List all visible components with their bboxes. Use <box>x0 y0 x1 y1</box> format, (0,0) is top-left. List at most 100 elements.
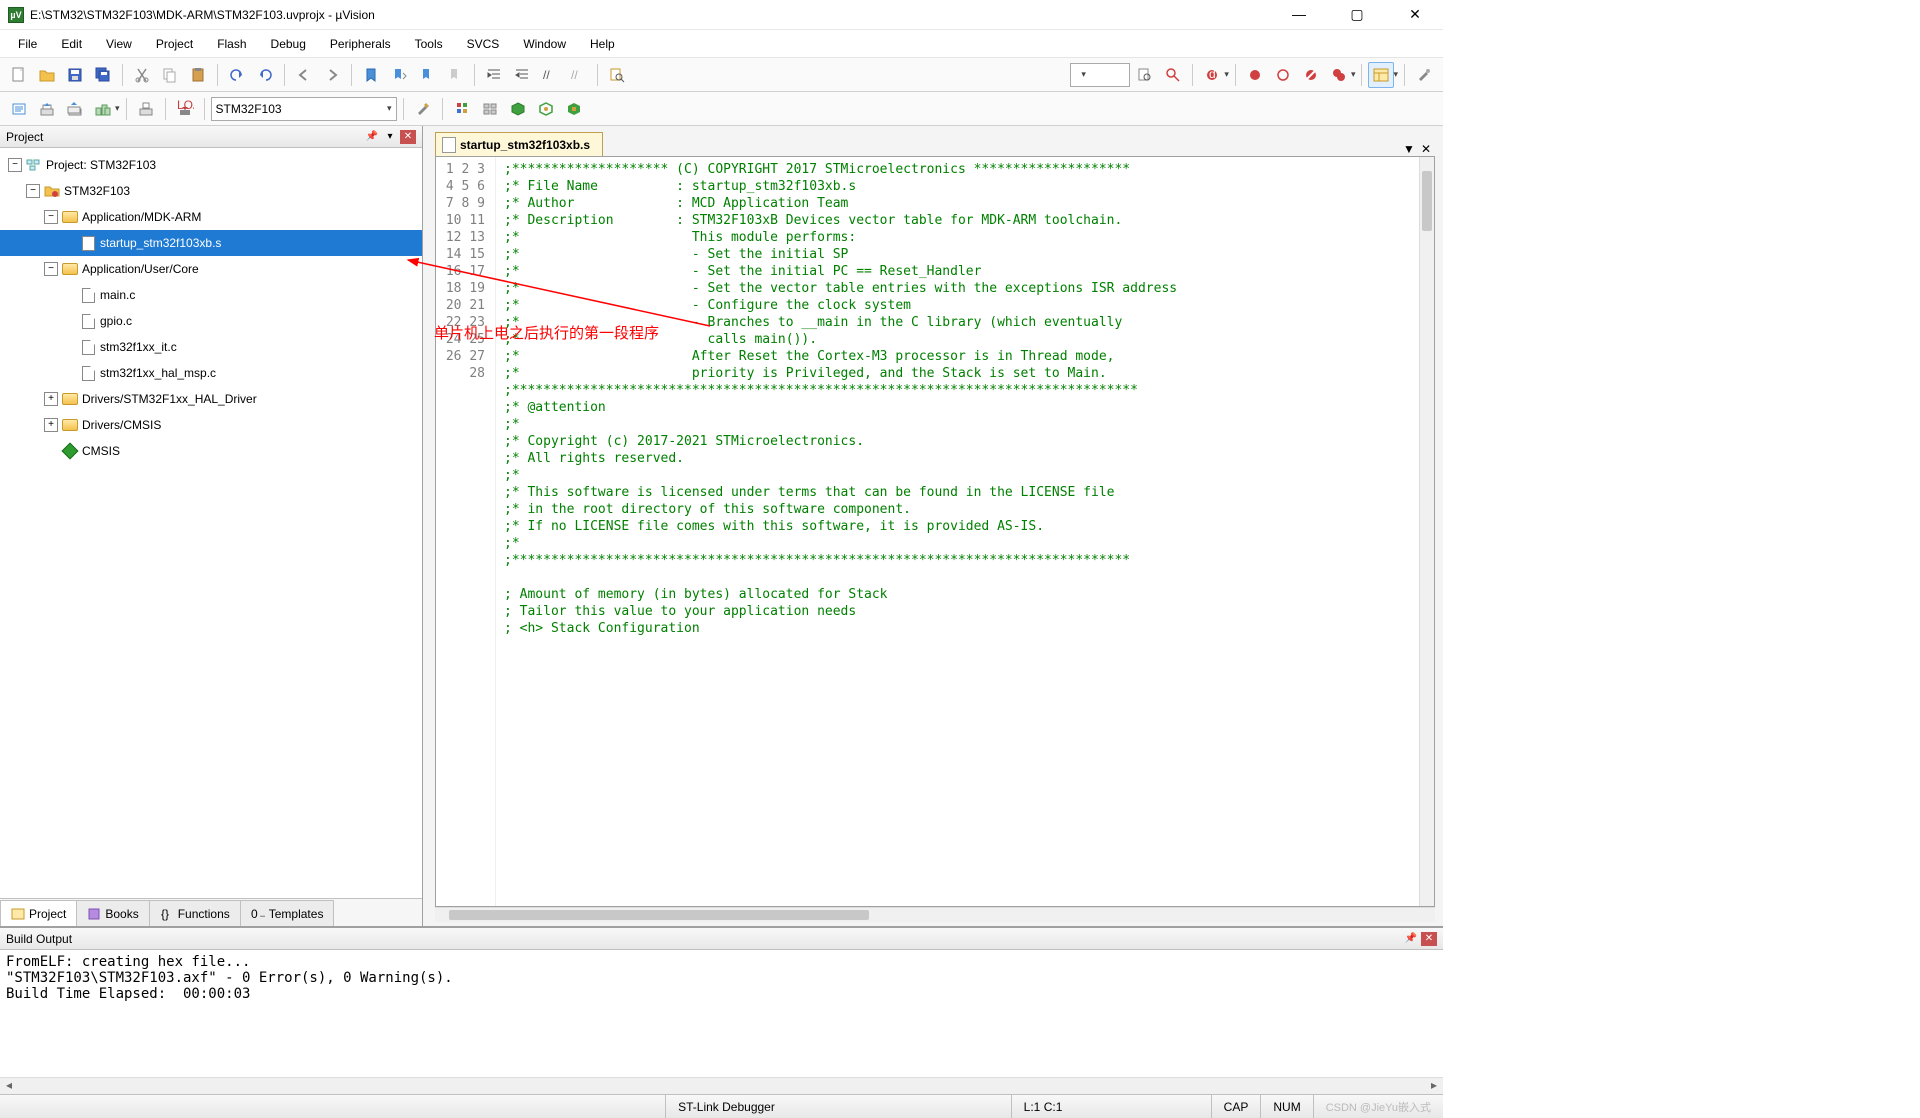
watermark: CSDN @JieYu嵌入式 <box>1313 1095 1443 1118</box>
target-options-icon[interactable] <box>410 96 436 122</box>
project-tree[interactable]: −Project: STM32F103−STM32F103−Applicatio… <box>0 148 422 898</box>
svg-text:{}: {} <box>161 907 169 921</box>
build-output-title: Build Output <box>6 932 72 946</box>
bookmark-clear-icon[interactable] <box>442 62 468 88</box>
menu-debug[interactable]: Debug <box>261 33 316 55</box>
build-close-icon[interactable]: ✕ <box>1421 932 1437 946</box>
file-node[interactable]: stm32f1xx_it.c <box>0 334 422 360</box>
bookmark-next-icon[interactable] <box>414 62 440 88</box>
breakpoint-kill-icon[interactable] <box>1326 62 1352 88</box>
file-node[interactable]: startup_stm32f103xb.s <box>0 230 422 256</box>
status-cursor-pos: L:1 C:1 <box>1011 1095 1211 1118</box>
code-editor[interactable]: 1 2 3 4 5 6 7 8 9 10 11 12 13 14 15 16 1… <box>435 156 1435 907</box>
tab-templates[interactable]: 0→Templates <box>240 900 335 926</box>
save-all-icon[interactable] <box>90 62 116 88</box>
build-output-text[interactable]: FromELF: creating hex file... "STM32F103… <box>0 950 1443 1077</box>
vertical-scrollbar[interactable] <box>1419 157 1434 906</box>
tab-project[interactable]: Project <box>0 900 77 926</box>
find-icon[interactable] <box>1132 62 1158 88</box>
panel-menu-icon[interactable]: ▾ <box>382 130 398 144</box>
menu-file[interactable]: File <box>8 33 47 55</box>
tab-list-icon[interactable]: ▼ <box>1403 142 1415 156</box>
new-file-icon[interactable] <box>6 62 32 88</box>
tab-close-icon[interactable]: ✕ <box>1421 142 1431 156</box>
stop-build-icon[interactable] <box>133 96 159 122</box>
menu-tools[interactable]: Tools <box>405 33 453 55</box>
breakpoint-enable-icon[interactable] <box>1270 62 1296 88</box>
target-select[interactable]: STM32F103▾ <box>211 97 397 121</box>
undo-icon[interactable] <box>224 62 250 88</box>
nav-back-icon[interactable] <box>291 62 317 88</box>
pack-installer-icon[interactable] <box>533 96 559 122</box>
rebuild-icon[interactable] <box>62 96 88 122</box>
uncomment-icon[interactable]: // <box>565 62 591 88</box>
build-icon[interactable] <box>34 96 60 122</box>
panel-close-icon[interactable]: ✕ <box>400 130 416 144</box>
build-toolbar: ▾ LOAD STM32F103▾ <box>0 92 1443 126</box>
maximize-button[interactable]: ▢ <box>1337 6 1377 23</box>
file-node[interactable]: gpio.c <box>0 308 422 334</box>
comment-icon[interactable]: // <box>537 62 563 88</box>
minimize-button[interactable]: — <box>1279 6 1319 23</box>
status-debugger: ST-Link Debugger <box>665 1095 1011 1118</box>
horizontal-scrollbar[interactable] <box>435 907 1435 922</box>
tab-functions[interactable]: {}Functions <box>149 900 241 926</box>
translate-icon[interactable] <box>6 96 32 122</box>
build-pin-icon[interactable]: 📌 <box>1403 932 1419 946</box>
close-button[interactable]: ✕ <box>1395 6 1435 23</box>
group-node[interactable]: −Application/User/Core <box>0 256 422 282</box>
find-combo[interactable]: ▾ <box>1070 63 1130 87</box>
menu-edit[interactable]: Edit <box>51 33 92 55</box>
outdent-icon[interactable] <box>509 62 535 88</box>
project-root[interactable]: −Project: STM32F103 <box>0 152 422 178</box>
menu-view[interactable]: View <box>96 33 142 55</box>
project-panel-header: Project 📌 ▾ ✕ <box>0 126 422 148</box>
group-node[interactable]: +Drivers/CMSIS <box>0 412 422 438</box>
find-in-files-icon[interactable] <box>604 62 630 88</box>
copy-icon[interactable] <box>157 62 183 88</box>
incremental-find-icon[interactable] <box>1160 62 1186 88</box>
target-node[interactable]: −STM32F103 <box>0 178 422 204</box>
group-CMSIS[interactable]: CMSIS <box>0 438 422 464</box>
svg-text://: // <box>571 68 578 82</box>
code-content[interactable]: ;******************** (C) COPYRIGHT 2017… <box>496 157 1419 906</box>
editor-tab[interactable]: startup_stm32f103xb.s <box>435 132 603 156</box>
window-layout-icon[interactable] <box>1368 62 1394 88</box>
file-node[interactable]: main.c <box>0 282 422 308</box>
open-file-icon[interactable] <box>34 62 60 88</box>
project-panel-title: Project <box>6 130 43 144</box>
batch-build-icon[interactable] <box>90 96 116 122</box>
menu-help[interactable]: Help <box>580 33 625 55</box>
menu-svcs[interactable]: SVCS <box>457 33 510 55</box>
bookmark-icon[interactable] <box>358 62 384 88</box>
file-node[interactable]: stm32f1xx_hal_msp.c <box>0 360 422 386</box>
bookmark-prev-icon[interactable] <box>386 62 412 88</box>
file-icon <box>442 137 456 153</box>
manage-rte-icon[interactable] <box>561 96 587 122</box>
paste-icon[interactable] <box>185 62 211 88</box>
cut-icon[interactable] <box>129 62 155 88</box>
status-num: NUM <box>1260 1095 1312 1118</box>
breakpoint-disable-icon[interactable] <box>1298 62 1324 88</box>
configure-icon[interactable] <box>1411 62 1437 88</box>
menu-flash[interactable]: Flash <box>207 33 256 55</box>
tab-books[interactable]: Books <box>76 900 149 926</box>
group-node[interactable]: −Application/MDK-ARM <box>0 204 422 230</box>
download-icon[interactable]: LOAD <box>172 96 198 122</box>
nav-forward-icon[interactable] <box>319 62 345 88</box>
save-icon[interactable] <box>62 62 88 88</box>
breakpoint-insert-icon[interactable] <box>1242 62 1268 88</box>
indent-icon[interactable] <box>481 62 507 88</box>
select-packs-icon[interactable] <box>505 96 531 122</box>
group-node[interactable]: +Drivers/STM32F1xx_HAL_Driver <box>0 386 422 412</box>
menu-project[interactable]: Project <box>146 33 203 55</box>
build-scrollbar[interactable]: ◂▸ <box>0 1077 1443 1094</box>
menu-window[interactable]: Window <box>513 33 576 55</box>
panel-pin-icon[interactable]: 📌 <box>364 130 380 144</box>
project-panel: Project 📌 ▾ ✕ −Project: STM32F103−STM32F… <box>0 126 423 926</box>
redo-icon[interactable] <box>252 62 278 88</box>
manage-project-icon[interactable] <box>477 96 503 122</box>
file-ext-icon[interactable] <box>449 96 475 122</box>
debug-icon[interactable]: d <box>1199 62 1225 88</box>
menu-peripherals[interactable]: Peripherals <box>320 33 401 55</box>
